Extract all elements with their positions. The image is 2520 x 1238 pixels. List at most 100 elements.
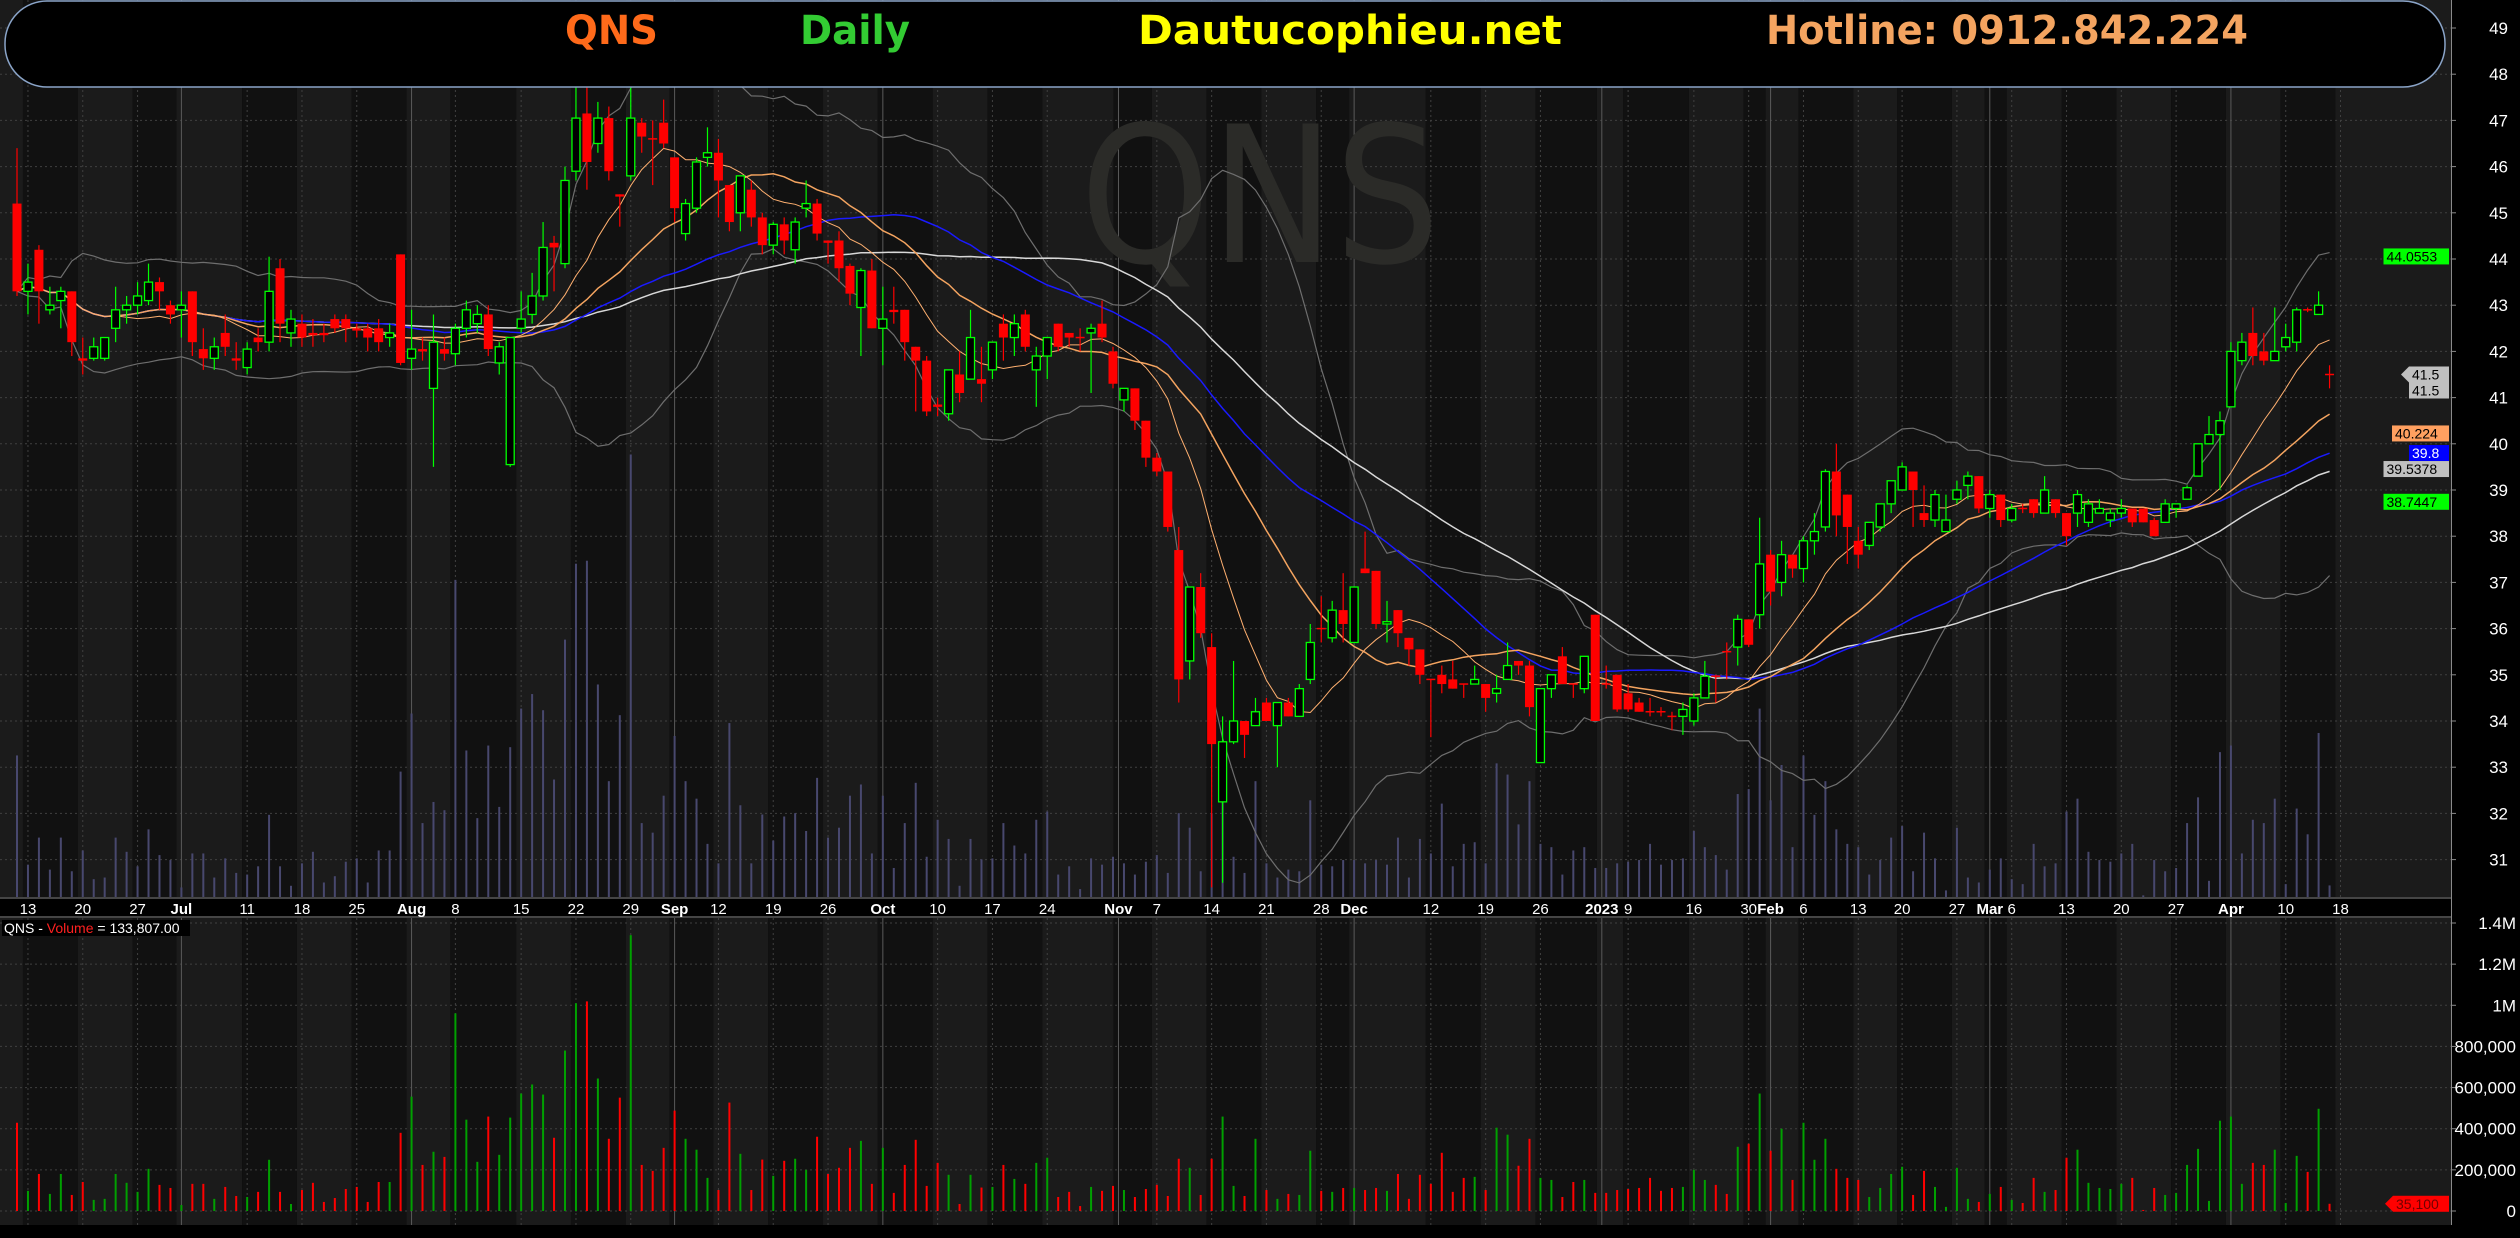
volume-bar (761, 1159, 764, 1211)
grid-lines (0, 0, 2451, 1225)
price-volume-overlay-bar (1287, 869, 1290, 897)
header-site: Dautucophieu.net (1138, 8, 1562, 54)
candle (1294, 684, 1304, 718)
candle-body-down (1415, 649, 1425, 675)
volume-bar (1418, 1174, 1421, 1211)
candle (1711, 674, 1721, 703)
price-volume-overlay-bar (859, 784, 862, 897)
date-axis: 13 20 27 Jul 11 18 25 Aug 8 15 22 29 Sep 12 19 26 Oct 10 1… (0, 897, 2451, 918)
value-badge: 39.8 (2409, 445, 2449, 462)
candle (922, 356, 932, 417)
candle (23, 263, 33, 315)
volume-week-band (2116, 918, 2172, 1225)
candle (724, 185, 734, 232)
candle (1853, 526, 1863, 569)
date-tick-label: 12 (1422, 901, 1439, 918)
candle (911, 346, 921, 412)
candle (176, 291, 187, 338)
volume-week-band (450, 918, 517, 1225)
candle (615, 194, 625, 227)
candle (1809, 513, 1820, 555)
candle (2083, 499, 2094, 527)
date-axis-strip (0, 898, 2451, 917)
value-badge-label: 39.5378 (2387, 461, 2438, 477)
price-volume-overlay-bar (1912, 871, 1915, 897)
price-volume-overlay-bar (1725, 869, 1728, 897)
volume-bar (936, 1162, 939, 1211)
candle (878, 286, 888, 366)
volume-bar (1670, 1187, 1673, 1211)
volume-bar (1265, 1190, 1268, 1211)
candle (1459, 683, 1469, 698)
volume-week-band (1623, 918, 1689, 1225)
candle (1240, 721, 1250, 758)
date-tick-label: 26 (1532, 901, 1549, 918)
price-volume-overlay-bar (1616, 863, 1619, 897)
candle (12, 148, 22, 296)
price-volume-overlay-bar (903, 823, 906, 897)
candle-body-down (549, 242, 559, 248)
price-volume-overlay-bar (1528, 781, 1531, 897)
candle (2149, 517, 2159, 537)
volume-bar (827, 1173, 830, 1211)
candle (2039, 476, 2050, 514)
price-tick-label: 45 (2489, 204, 2508, 223)
volume-bar (1188, 1167, 1191, 1211)
candle-body-down (1524, 665, 1534, 708)
candle-body-up (56, 290, 66, 302)
volume-bar (421, 1164, 424, 1211)
candle-body-up (2160, 503, 2170, 523)
volume-bar (1484, 1190, 1487, 1211)
volume-bar (70, 1194, 73, 1211)
volume-bar (202, 1183, 205, 1211)
price-volume-overlay-bar (728, 723, 731, 897)
week-band (1853, 0, 1898, 897)
date-tick-label: 13 (2058, 901, 2075, 918)
volume-bar (980, 1187, 983, 1211)
price-volume-overlay-bar (1013, 845, 1016, 897)
volume-bar (1561, 1197, 1564, 1211)
price-volume-overlay-bar (454, 579, 457, 897)
price-volume-overlay-bar (1495, 763, 1498, 897)
volume-bar (1451, 1191, 1454, 1211)
volume-bar (1407, 1198, 1410, 1211)
volume-bar (2131, 1177, 2134, 1211)
candle (187, 291, 197, 357)
candle (955, 351, 965, 403)
price-volume-overlay-bar (1769, 800, 1772, 897)
candle (2303, 307, 2313, 313)
volume-bar (1495, 1127, 1498, 1211)
volume-bar (1221, 1116, 1224, 1211)
volume-bar (1605, 1192, 1608, 1211)
value-badge-label: 41.5 (2412, 383, 2439, 399)
price-volume-overlay-bar (1824, 781, 1827, 897)
candle-body-up (384, 332, 395, 339)
candle (900, 309, 910, 361)
volume-tick-label: 200,000 (2455, 1161, 2516, 1180)
volume-bar (925, 1185, 928, 1211)
price-volume-overlay-bar (1802, 755, 1805, 897)
candle (998, 314, 1008, 361)
volume-bar (2021, 1202, 2024, 1211)
price-volume-overlay-bar (925, 856, 928, 897)
candle (2029, 499, 2039, 518)
volume-bar (344, 1188, 347, 1211)
candle (275, 259, 285, 343)
volume-bar (2317, 1108, 2320, 1211)
candle (1524, 660, 1534, 717)
price-volume-overlay-bar (2175, 867, 2178, 897)
candle-body-up (406, 348, 417, 359)
candle (264, 256, 274, 352)
candle (1919, 485, 1929, 527)
candle (2259, 332, 2269, 366)
price-volume-overlay-bar (1418, 838, 1421, 897)
candle-body-down (834, 240, 844, 269)
date-tick-label: 18 (294, 901, 311, 918)
date-tick-label: Feb (1757, 901, 1784, 918)
candle (406, 309, 417, 370)
volume-bar (958, 1204, 961, 1211)
candle (1448, 660, 1458, 689)
price-volume-overlay-bar (268, 814, 271, 897)
candle (943, 369, 954, 421)
candle (1985, 490, 1995, 518)
